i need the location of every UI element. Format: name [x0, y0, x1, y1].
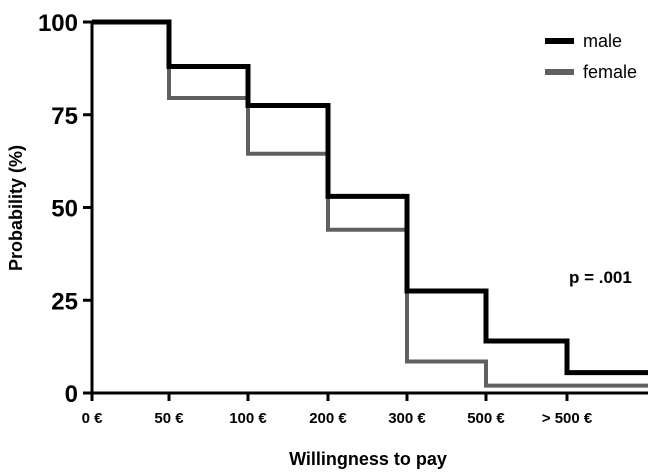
y-tick-label: 50 — [51, 196, 78, 223]
x-axis-title: Willingness to pay — [289, 449, 447, 469]
legend-label-female: female — [583, 62, 637, 82]
y-tick-label: 0 — [65, 381, 78, 408]
x-axis-ticks: 0 € 50 € 100 € 200 € 300 € 500 € > 500 € — [82, 393, 593, 427]
y-tick-label: 100 — [38, 10, 78, 37]
x-tick-label: 300 € — [388, 410, 426, 427]
series-line-male — [92, 19, 648, 376]
y-tick-label: 25 — [51, 288, 78, 315]
legend: male female — [545, 31, 637, 82]
x-tick-label: 50 € — [154, 410, 184, 427]
y-axis-title: Probability (%) — [6, 145, 26, 271]
legend-label-male: male — [583, 31, 622, 51]
y-axis-ticks: 0 25 50 75 100 — [38, 10, 92, 408]
x-tick-label: 200 € — [309, 410, 347, 427]
y-tick-label: 75 — [51, 103, 78, 130]
x-tick-label: > 500 € — [542, 410, 593, 427]
x-tick-label: 100 € — [229, 410, 267, 427]
x-tick-label: 0 € — [82, 410, 104, 427]
series-line-female — [92, 20, 648, 388]
series-layer — [92, 19, 648, 388]
x-tick-label: 500 € — [467, 410, 505, 427]
p-value-annotation: p = .001 — [569, 268, 632, 287]
